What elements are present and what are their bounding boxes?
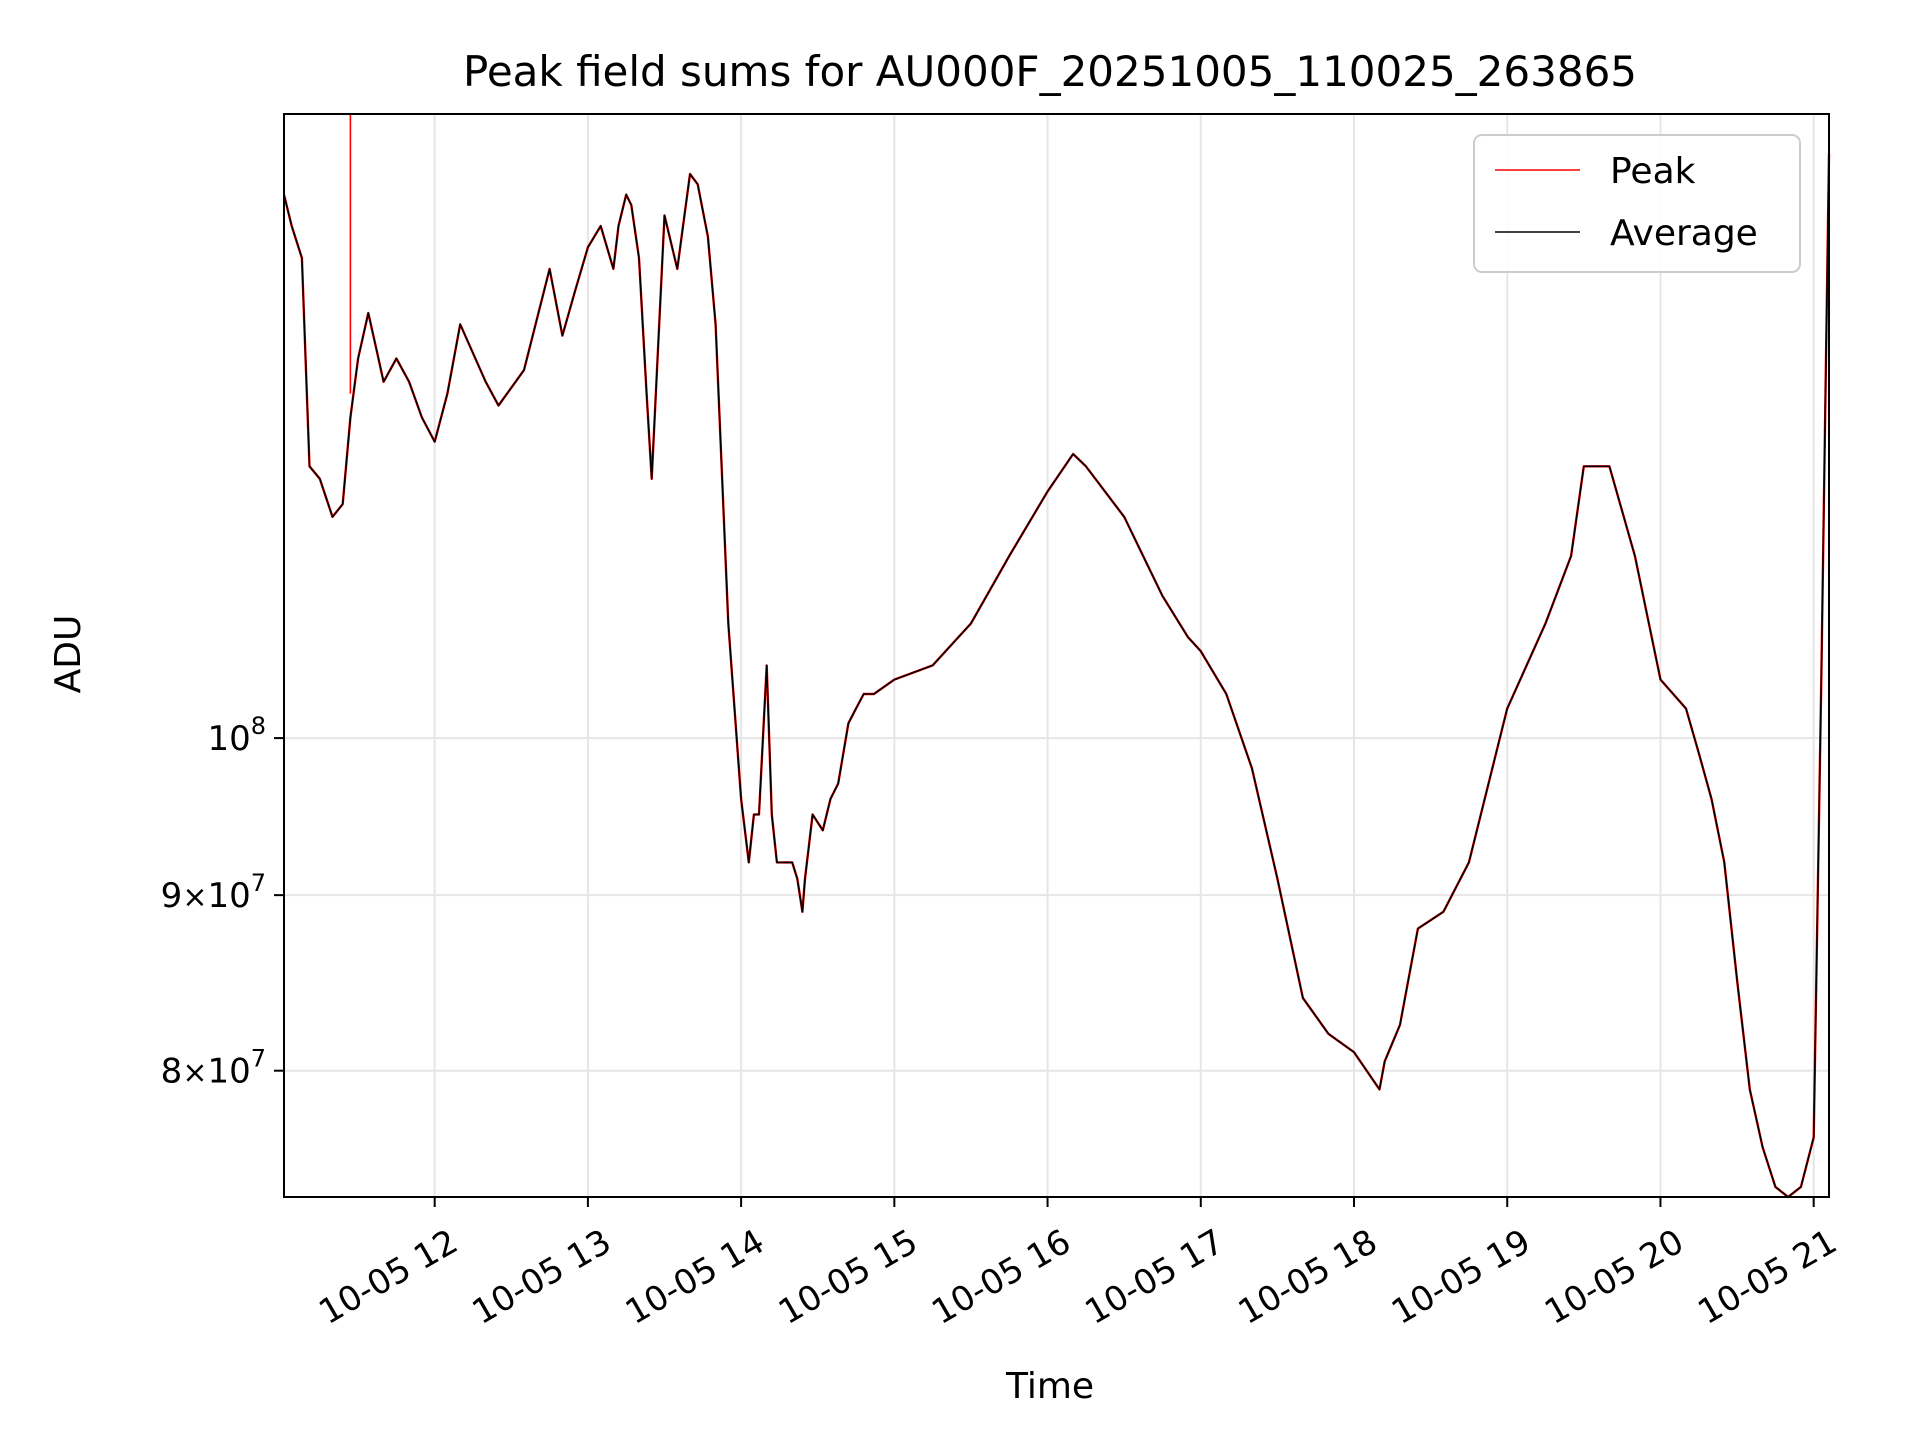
- plot-area: [284, 114, 1829, 1197]
- legend-label-peak: Peak: [1610, 151, 1696, 192]
- x-axis-label: Time: [1005, 1366, 1094, 1407]
- legend-label-average: Average: [1610, 213, 1758, 254]
- y-tick-exponent: 8: [251, 712, 266, 740]
- plot-frame: [283, 113, 1830, 1198]
- y-tick-base: 10: [207, 719, 250, 759]
- y-tick-base: 10: [207, 876, 250, 916]
- y-tick-label: 9×107: [161, 869, 266, 916]
- legend: Peak Average: [1473, 134, 1801, 273]
- y-axis-label: ADU: [48, 615, 89, 694]
- y-tick-times: ×: [182, 880, 207, 915]
- y-tick-exponent: 7: [251, 869, 266, 897]
- grid: [284, 114, 1829, 1197]
- y-tick-exponent: 7: [251, 1045, 266, 1073]
- series-line-average: [283, 153, 1830, 1198]
- y-tick-base: 10: [207, 1052, 250, 1092]
- y-tick-times: ×: [182, 1056, 207, 1091]
- y-tick-label: 8×107: [161, 1045, 266, 1092]
- chart-title: Peak field sums for AU000F_20251005_1100…: [463, 47, 1637, 96]
- y-tick-mantissa: 9: [161, 876, 183, 916]
- y-tick-label: 108: [207, 712, 266, 759]
- series-layer: [282, 114, 1831, 1199]
- y-tick-mantissa: 8: [161, 1052, 183, 1092]
